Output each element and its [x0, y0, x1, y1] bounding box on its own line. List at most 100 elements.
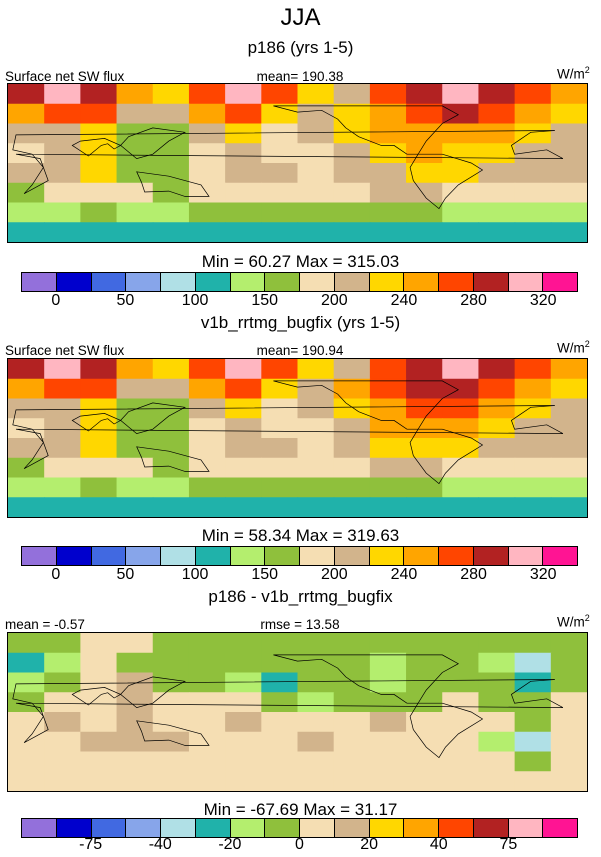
field-cell: [152, 222, 190, 242]
field-cell: [297, 163, 335, 184]
field-cell: [261, 202, 299, 223]
field-cell: [478, 182, 516, 204]
field-cell: [152, 182, 190, 204]
panel-3-colorbar: [21, 818, 578, 838]
colorbar-tick-label: 50: [116, 292, 135, 309]
panel-2-colorbar-ticks: 0 50 100 150 200 240 280 320: [0, 566, 601, 586]
field-cell: [333, 438, 371, 459]
coastline: [71, 138, 122, 157]
panel-2-colorbar: [21, 546, 578, 566]
colorbar-swatch: [195, 819, 231, 837]
panel-1-map-svg: [8, 84, 587, 242]
colorbar-tick-label: 0: [51, 566, 61, 583]
field-cell: [80, 222, 118, 242]
field-cell: [261, 84, 299, 105]
colorbar-swatch: [473, 273, 509, 291]
field-cell: [261, 477, 299, 498]
field-cell: [152, 457, 190, 479]
figure-title: JJA: [280, 4, 321, 31]
field-cell: [261, 163, 299, 184]
field-cell: [550, 84, 587, 105]
field-cell: [369, 712, 407, 733]
field-cell: [550, 222, 587, 242]
field-cell: [478, 692, 516, 713]
colorbar-tick-label: 50: [116, 566, 135, 583]
panel-2-variable-label: Surface net SW flux: [5, 343, 125, 358]
field-cell: [406, 692, 443, 713]
colorbar-tick-label: -20: [218, 836, 242, 853]
field-cell: [442, 751, 480, 772]
field-cell: [369, 103, 407, 125]
field-cell: [514, 751, 552, 772]
field-cell: [80, 378, 118, 400]
panel-1-map: [7, 83, 588, 243]
field-cell: [225, 163, 262, 184]
field-cell: [333, 103, 371, 125]
field-cell: [369, 457, 407, 479]
field-cell: [116, 84, 154, 105]
field-cell: [261, 378, 299, 400]
field-cell: [8, 123, 45, 144]
field-cell: [44, 672, 81, 693]
field-cell: [188, 712, 226, 733]
field-cell: [261, 672, 299, 693]
field-cell: [116, 163, 154, 184]
field-cell: [80, 438, 118, 459]
panel-3-units-text: W/m: [557, 614, 585, 630]
field-cell: [297, 398, 335, 419]
field-cell: [44, 731, 81, 753]
field-cell: [188, 84, 226, 105]
field-cell: [478, 103, 516, 125]
colorbar-tick-label: 320: [529, 566, 557, 583]
panel-1-colorbar-ticks: 0 50 100 150 200 240 280 320: [0, 292, 601, 312]
field-cell: [369, 123, 407, 144]
field-cell: [369, 672, 407, 693]
colorbar-swatch: [473, 819, 509, 837]
colorbar-swatch: [508, 819, 544, 837]
field-cell: [116, 202, 154, 223]
field-cell: [297, 202, 335, 223]
field-cell: [369, 418, 407, 439]
coastline: [273, 380, 460, 430]
field-cell: [188, 222, 226, 242]
field-cell: [442, 359, 480, 380]
coastline: [12, 405, 564, 470]
field-cell: [8, 438, 45, 459]
field-cell: [297, 692, 335, 713]
field-cell: [514, 123, 552, 144]
field-cell: [44, 143, 81, 164]
colorbar-swatch: [369, 273, 405, 291]
field-cell: [442, 438, 480, 459]
colorbar-swatch: [508, 273, 544, 291]
field-cell: [225, 692, 262, 713]
field-cell: [478, 672, 516, 693]
coastline: [136, 171, 210, 197]
field-cell: [297, 182, 335, 204]
panel-3-units-label: W/m2: [557, 613, 590, 630]
coastline: [273, 105, 460, 155]
field-cell: [478, 438, 516, 459]
field-cell: [369, 202, 407, 223]
field-cell: [8, 771, 45, 791]
coastline: [12, 130, 564, 195]
field-cell: [8, 652, 45, 674]
field-cell: [297, 633, 335, 654]
colorbar-swatch: [161, 819, 196, 837]
field-cell: [225, 771, 262, 791]
colorbar-swatch: [404, 273, 439, 291]
panel-3-subtitle: p186 - v1b_rrtmg_bugfix: [208, 587, 393, 606]
field-cell: [116, 652, 154, 674]
field-cell: [80, 359, 118, 380]
field-cell: [406, 398, 443, 419]
colorbar-swatch: [126, 819, 161, 837]
colorbar-swatch: [473, 547, 509, 565]
field-cell: [44, 652, 81, 674]
field-cell: [80, 103, 118, 125]
panel-2-mean-label: mean= 190.94: [256, 343, 344, 358]
field-cell: [406, 477, 443, 498]
field-cell: [152, 652, 190, 674]
field-cell: [478, 457, 516, 479]
colorbar-swatch: [334, 819, 370, 837]
panel-2-map: [7, 358, 588, 518]
field-cell: [261, 692, 299, 713]
